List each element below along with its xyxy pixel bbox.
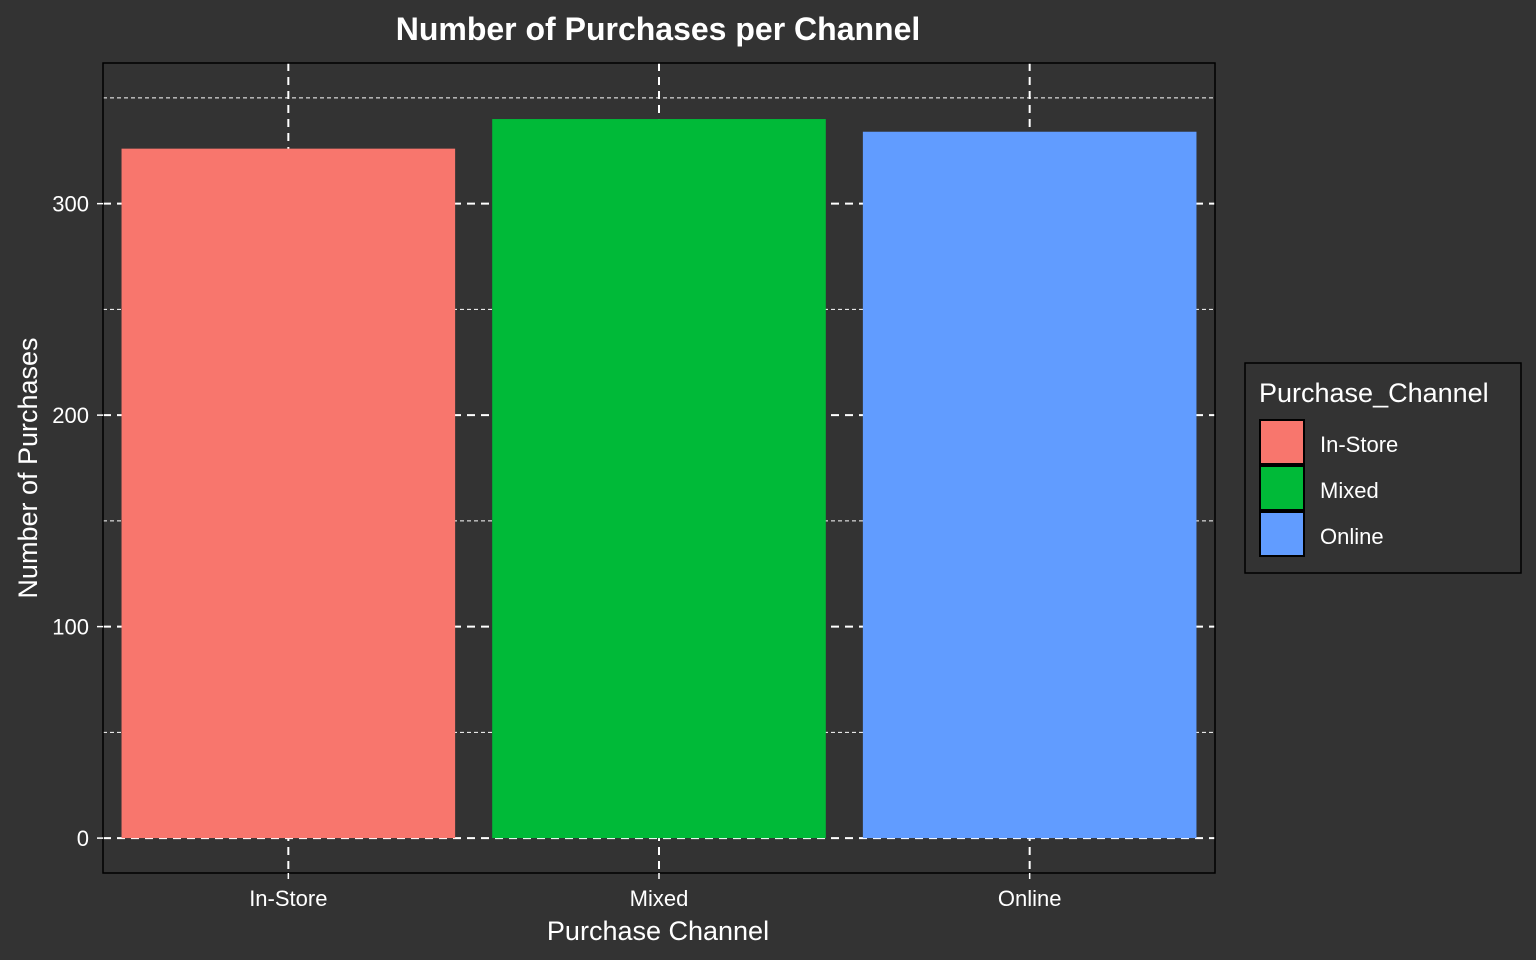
legend-label-online: Online	[1320, 524, 1384, 549]
bar-online	[862, 131, 1197, 839]
y-tick-label: 300	[52, 192, 89, 217]
bar-mixed	[492, 119, 826, 839]
legend: Purchase_Channel In-Store Mixed Online	[1244, 362, 1522, 574]
y-tick-label: 0	[77, 826, 89, 851]
y-tick-label: 200	[52, 403, 89, 428]
bar-in-store	[121, 148, 456, 839]
legend-label-in-store: In-Store	[1320, 432, 1398, 457]
x-tick-label: In-Store	[249, 886, 327, 911]
y-axis-ticks: 0 100 200 300	[52, 192, 103, 851]
x-axis-ticks: In-Store Mixed Online	[249, 873, 1061, 911]
bars	[121, 119, 1197, 839]
x-tick-label: Mixed	[630, 886, 689, 911]
y-axis-title: Number of Purchases	[13, 337, 43, 598]
legend-items: In-Store Mixed Online	[1259, 419, 1398, 557]
legend-box	[1244, 362, 1522, 574]
legend-title: Purchase_Channel	[1259, 378, 1489, 408]
chart-title: Number of Purchases per Channel	[396, 11, 921, 47]
y-tick-label: 100	[52, 615, 89, 640]
x-tick-label: Online	[998, 886, 1062, 911]
legend-label-mixed: Mixed	[1320, 478, 1379, 503]
legend-swatch-mixed	[1259, 465, 1305, 511]
legend-swatch-in-store	[1259, 419, 1305, 465]
x-axis-title: Purchase Channel	[547, 916, 769, 946]
legend-swatch-online	[1259, 511, 1305, 557]
